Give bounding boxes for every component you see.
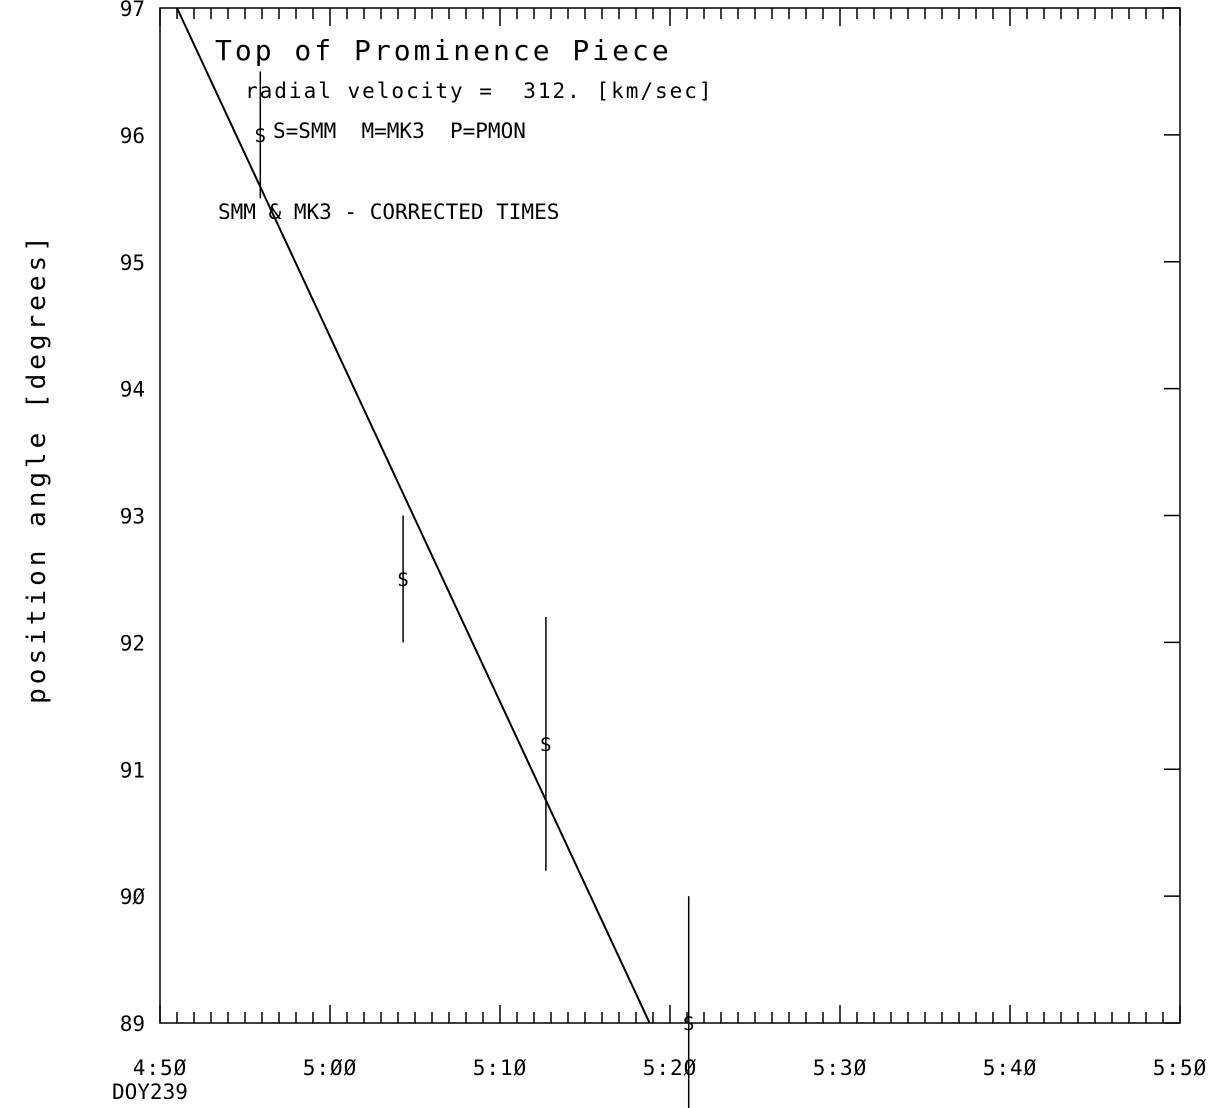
y-tick-label: 93 [120,505,145,529]
x-tick-label: 5:2Ø [643,1056,698,1080]
x-tick-label: 5:3Ø [813,1056,868,1080]
y-tick-label: 97 [120,0,145,21]
data-point-marker: S [255,125,266,147]
axis-ticks [159,7,1181,1024]
y-tick-label: 9Ø [120,885,146,909]
annotation-radial-velocity: radial velocity = 312. [km/sec] [245,79,714,103]
x-tick-label: 5:1Ø [473,1056,528,1080]
y-axis-label: position angle [degrees] [22,232,52,704]
y-tick-label: 94 [120,378,145,402]
data-series: S S S S [176,7,694,1108]
data-point-marker: S [683,1013,694,1035]
annotation-legend: S=SMM M=MK3 P=PMON [273,119,526,143]
y-tick-label: 89 [120,1012,145,1036]
x-tick-labels: 4:5Ø 5:ØØ 5:1Ø 5:2Ø 5:3Ø 5:4Ø 5:5Ø [133,1056,1208,1080]
y-tick-label: 95 [120,251,145,275]
fit-line [176,7,651,1024]
x-axis-sublabel: DOY239 [112,1080,188,1104]
data-point-marker: S [397,569,408,591]
y-tick-label: 92 [120,631,145,655]
chart-title: Top of Prominence Piece [215,34,672,67]
x-tick-label: 5:ØØ [303,1056,358,1080]
annotation-corrected-times: SMM & MK3 - CORRECTED TIMES [218,200,559,224]
y-tick-label: 96 [120,124,145,148]
y-tick-labels: 89 9Ø 91 92 93 94 95 96 97 [120,0,146,1036]
x-tick-label: 5:4Ø [983,1056,1038,1080]
plot-frame [159,7,1181,1024]
y-tick-label: 91 [120,758,145,782]
x-tick-label: 4:5Ø [133,1056,188,1080]
data-point-marker: S [540,734,551,756]
x-tick-label: 5:5Ø [1153,1056,1208,1080]
